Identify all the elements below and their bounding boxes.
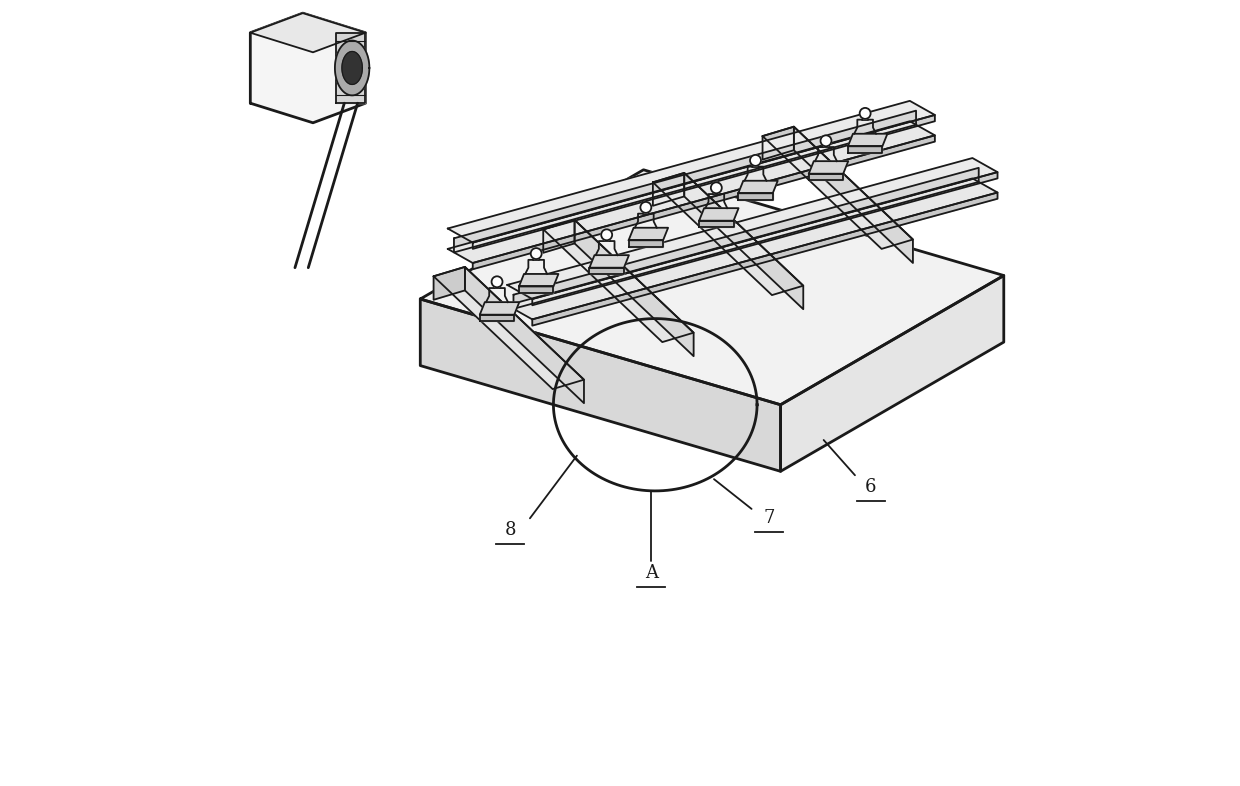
Polygon shape — [848, 134, 888, 146]
Polygon shape — [448, 121, 935, 263]
Polygon shape — [794, 127, 913, 263]
Polygon shape — [448, 101, 935, 243]
Polygon shape — [808, 174, 843, 180]
Circle shape — [491, 277, 502, 287]
Polygon shape — [543, 220, 693, 342]
Text: 7: 7 — [763, 509, 775, 527]
Text: 8: 8 — [505, 521, 516, 539]
Polygon shape — [574, 220, 693, 356]
Polygon shape — [250, 13, 366, 53]
Polygon shape — [532, 172, 997, 305]
Polygon shape — [543, 220, 574, 253]
Polygon shape — [532, 193, 997, 325]
Polygon shape — [520, 274, 558, 286]
Polygon shape — [738, 193, 773, 200]
Text: A: A — [645, 564, 658, 582]
Polygon shape — [699, 221, 734, 227]
Polygon shape — [653, 173, 804, 295]
Polygon shape — [420, 299, 780, 472]
Polygon shape — [480, 314, 515, 321]
Polygon shape — [480, 302, 520, 314]
Polygon shape — [629, 228, 668, 241]
Circle shape — [821, 135, 832, 146]
Polygon shape — [520, 286, 553, 292]
Polygon shape — [472, 135, 935, 270]
Polygon shape — [420, 170, 1003, 405]
Polygon shape — [589, 255, 629, 268]
Text: 6: 6 — [864, 478, 877, 496]
Polygon shape — [684, 173, 804, 309]
Polygon shape — [589, 268, 624, 274]
Polygon shape — [513, 168, 978, 309]
Polygon shape — [808, 161, 848, 174]
Polygon shape — [629, 241, 663, 247]
Polygon shape — [763, 127, 794, 160]
Polygon shape — [699, 208, 739, 221]
Circle shape — [601, 230, 613, 241]
Polygon shape — [507, 178, 997, 319]
Polygon shape — [336, 33, 366, 103]
Polygon shape — [848, 146, 883, 152]
Polygon shape — [434, 267, 465, 299]
Polygon shape — [763, 127, 913, 249]
Polygon shape — [780, 276, 1003, 472]
Polygon shape — [507, 158, 997, 299]
Polygon shape — [465, 267, 584, 403]
Polygon shape — [738, 181, 777, 193]
Polygon shape — [653, 173, 684, 206]
Circle shape — [711, 182, 722, 193]
Circle shape — [640, 202, 651, 213]
Polygon shape — [342, 52, 362, 84]
Polygon shape — [454, 111, 916, 252]
Circle shape — [750, 155, 761, 166]
Circle shape — [859, 108, 870, 119]
Polygon shape — [335, 41, 370, 95]
Polygon shape — [250, 13, 366, 123]
Polygon shape — [434, 267, 584, 389]
Polygon shape — [472, 115, 935, 249]
Circle shape — [531, 248, 542, 259]
